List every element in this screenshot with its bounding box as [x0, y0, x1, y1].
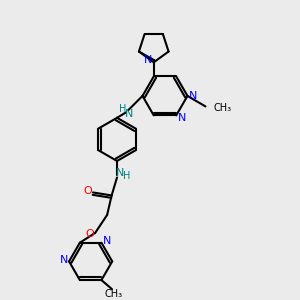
- Text: N: N: [144, 55, 152, 65]
- Text: N: N: [189, 91, 197, 101]
- Text: CH₃: CH₃: [104, 289, 122, 298]
- Text: N: N: [116, 168, 124, 178]
- Text: N: N: [59, 255, 68, 265]
- Text: O: O: [85, 229, 94, 238]
- Text: H: H: [123, 171, 130, 181]
- Text: CH₃: CH₃: [214, 103, 232, 113]
- Text: N: N: [177, 113, 186, 123]
- Text: O: O: [83, 186, 92, 196]
- Text: H: H: [119, 104, 127, 114]
- Text: N: N: [103, 236, 111, 246]
- Text: N: N: [125, 109, 133, 119]
